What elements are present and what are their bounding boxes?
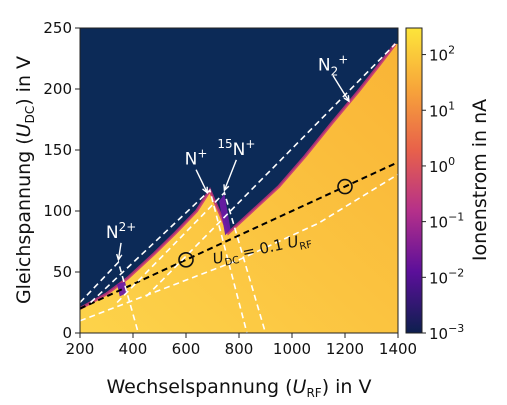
colorbar-gradient xyxy=(406,28,422,333)
N2plus-label-arrowhead xyxy=(116,253,123,262)
colorbar-frame xyxy=(405,27,423,334)
y-tick-label-0: 0 xyxy=(62,324,72,342)
cbar-tick-label-−1: 10−1 xyxy=(429,211,464,232)
colorbar xyxy=(406,28,422,333)
Nplus-label: N+ xyxy=(185,147,208,170)
dashed-white-N2-plus xyxy=(145,43,396,297)
cbar-tick-label-1: 101 xyxy=(429,99,455,120)
colorbar-title: Ionenstrom in nA xyxy=(469,99,491,261)
x-tick-label-1000: 1000 xyxy=(273,340,311,358)
stability-region xyxy=(80,43,398,333)
plot-clip-group xyxy=(80,28,398,333)
15Nplus-label-arrowhead xyxy=(223,184,230,192)
y-tick-label-100: 100 xyxy=(43,202,72,220)
x-axis: 200 400 600 800 1000 1200 1400 xyxy=(66,333,417,358)
y-axis: 0 50 100 150 200 250 xyxy=(43,19,80,342)
N2plus-label-arrow xyxy=(117,242,122,260)
dashed-white-15N-plus xyxy=(116,191,267,333)
cbar-tick-label-2: 102 xyxy=(429,44,455,65)
circle-600 xyxy=(178,251,194,268)
circle-1200 xyxy=(337,178,353,195)
x-axis-title: Wechselspannung (URF) in V xyxy=(107,376,372,400)
purple-band-1 xyxy=(117,281,128,297)
x-tick-label-600: 600 xyxy=(172,340,201,358)
dashed-white-N-plus xyxy=(90,188,248,333)
dashed-white-left-N2plus xyxy=(80,260,140,333)
x-tick-label-400: 400 xyxy=(119,340,148,358)
y-tick-label-50: 50 xyxy=(53,263,72,281)
N2-plus-label-arrowhead xyxy=(343,95,350,103)
N2plus-label: N2+ xyxy=(106,220,136,243)
colorbar-ticks: 102 101 100 10−1 10−2 10−3 xyxy=(405,27,464,343)
Nplus-label-arrowhead xyxy=(202,186,208,195)
N2-plus-label: N2+ xyxy=(318,53,348,79)
cbar-tick-label-0: 100 xyxy=(429,155,455,176)
x-tick-label-1200: 1200 xyxy=(326,340,364,358)
15Nplus-label: 15N+ xyxy=(217,137,255,160)
x-tick-label-1400: 1400 xyxy=(379,340,417,358)
x-tick-label-200: 200 xyxy=(66,340,95,358)
y-axis-title: Gleichspannung (UDC) in V xyxy=(13,56,37,304)
cbar-tick-label-−2: 10−2 xyxy=(429,266,464,287)
N2-plus-label-arrow xyxy=(332,75,350,102)
plot-area: N2+N+15N+N2+UDC = 0.1 URF xyxy=(79,27,399,334)
y-tick-label-200: 200 xyxy=(43,80,72,98)
dashed-white-lower-curve xyxy=(80,173,398,322)
dashed-scan-line xyxy=(80,161,398,310)
cbar-tick-label-−3: 10−3 xyxy=(429,322,464,343)
15Nplus-label-arrow xyxy=(223,159,238,191)
y-tick-label-250: 250 xyxy=(43,19,72,37)
x-tick-label-800: 800 xyxy=(225,340,254,358)
y-tick-label-150: 150 xyxy=(43,141,72,159)
Nplus-label-arrow xyxy=(195,169,208,194)
purple-band-0 xyxy=(219,193,231,236)
